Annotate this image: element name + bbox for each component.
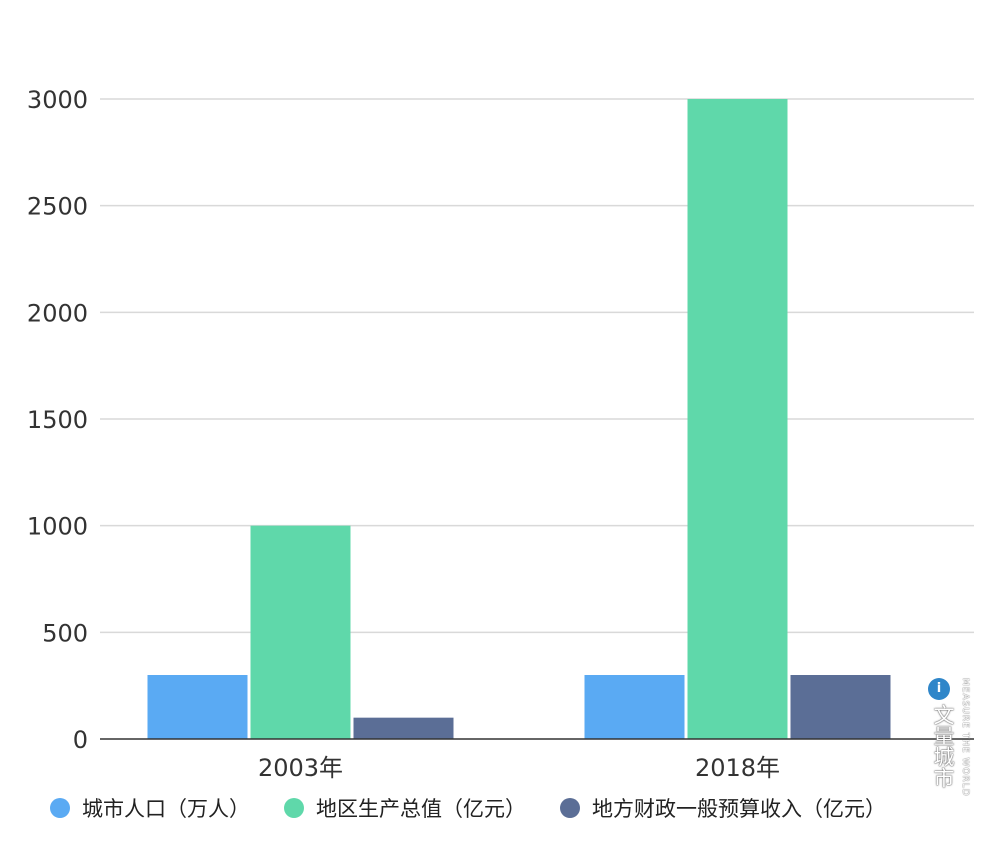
bar-0-0[interactable] [147,675,248,739]
y-tick-label: 2500 [27,193,88,221]
y-tick-label: 2000 [27,299,88,327]
bars [147,99,891,739]
watermark-text: 文量城市 [931,704,955,788]
bar-0-2[interactable] [353,717,454,739]
legend-item-gdp[interactable]: 地区生产总值（亿元） [284,793,526,823]
legend-label-gdp: 地区生产总值（亿元） [316,797,526,821]
legend-swatch-revenue [560,798,580,818]
y-tick-label: 3000 [27,86,88,114]
watermark-logo-icon: i [928,678,950,700]
legend-label-revenue: 地方财政一般预算收入（亿元） [592,797,886,821]
bar-1-1[interactable] [687,99,788,739]
gridlines [100,98,974,634]
bar-1-2[interactable] [790,675,891,739]
y-tick-label: 0 [73,726,88,754]
x-tick-label: 2003年 [258,754,343,782]
watermark-tagline: MEASURE THE WORLD [960,678,970,797]
legend-swatch-gdp [284,798,304,818]
legend-swatch-population [50,798,70,818]
legend-label-population: 城市人口（万人） [82,797,250,821]
y-tick-label: 1500 [27,406,88,434]
legend-item-revenue[interactable]: 地方财政一般预算收入（亿元） [560,793,886,823]
x-tick-label: 2018年 [695,754,780,782]
legend-item-population[interactable]: 城市人口（万人） [50,793,250,823]
x-axis-ticks: 2003年 2018年 [258,754,780,782]
legend: 城市人口（万人） 地区生产总值（亿元） 地方财政一般预算收入（亿元） [50,790,920,826]
y-tick-label: 500 [42,619,88,647]
y-axis-ticks: 0 500 1000 1500 2000 2500 3000 [27,86,88,754]
y-tick-label: 1000 [27,513,88,541]
bar-1-0[interactable] [584,675,685,739]
bar-0-1[interactable] [250,525,351,739]
watermark: i 文量城市 MEASURE THE WORLD [926,676,976,816]
